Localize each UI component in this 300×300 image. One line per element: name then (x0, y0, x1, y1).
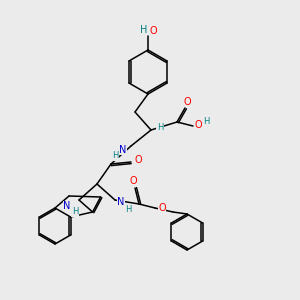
Text: O: O (129, 176, 137, 186)
Text: O: O (134, 155, 142, 165)
Text: O: O (158, 203, 166, 213)
Text: N: N (119, 145, 127, 155)
Text: H: H (157, 122, 163, 131)
Text: N: N (63, 201, 71, 211)
Text: O: O (194, 120, 202, 130)
Text: O: O (183, 97, 191, 107)
Text: H: H (112, 152, 118, 160)
Text: H: H (72, 208, 78, 217)
Text: H: H (203, 116, 209, 125)
Text: H: H (140, 25, 148, 35)
Text: H: H (125, 205, 131, 214)
Text: O: O (149, 26, 157, 36)
Text: N: N (117, 197, 125, 207)
